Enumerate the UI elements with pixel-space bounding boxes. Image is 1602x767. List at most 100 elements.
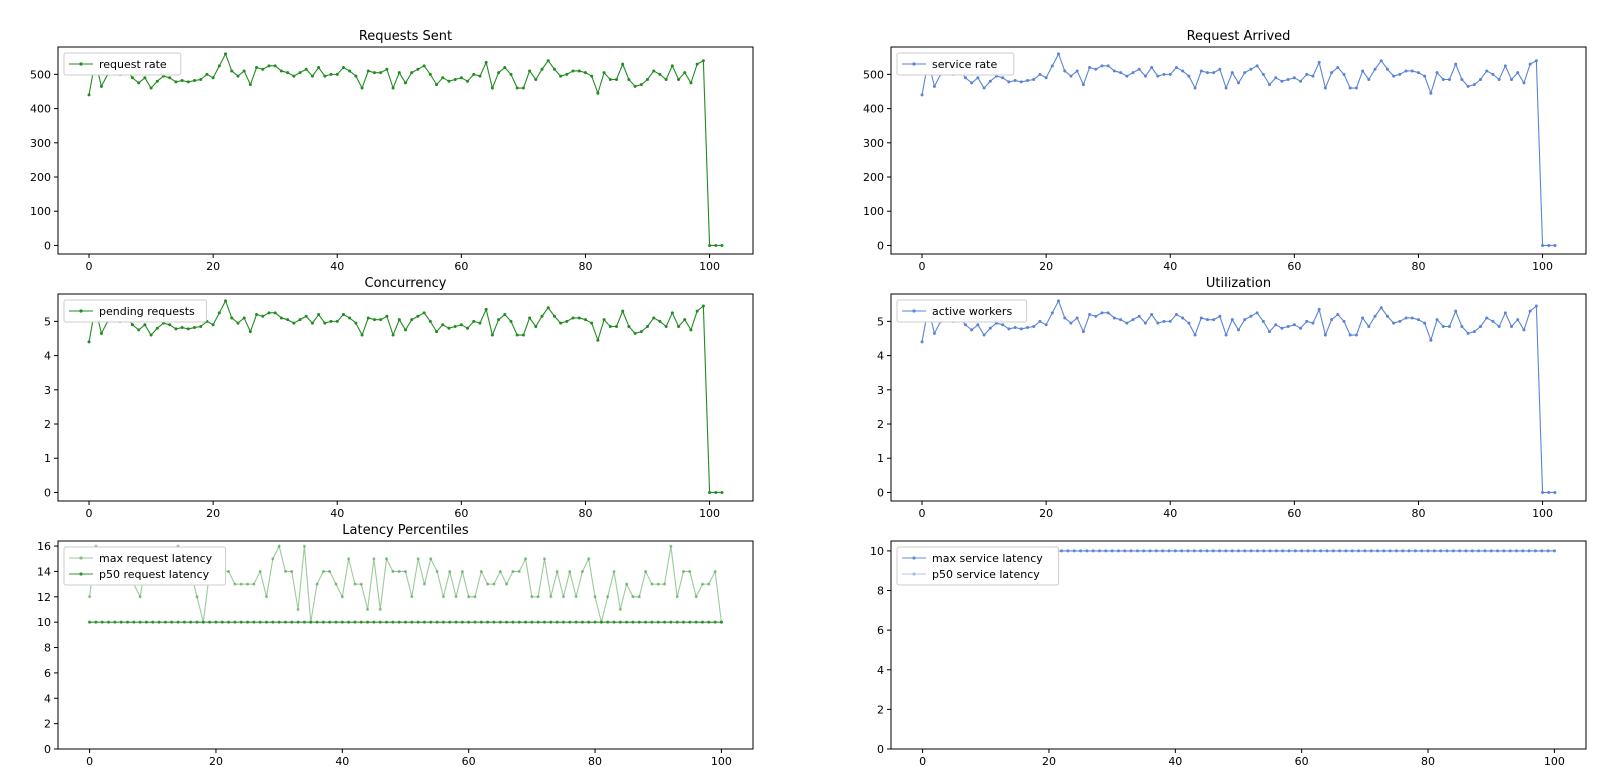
data-point [492, 582, 496, 586]
data-point [323, 74, 327, 78]
x-tick-label: 80 [578, 260, 592, 273]
data-point [1211, 549, 1215, 553]
data-point [1534, 59, 1538, 63]
data-point [1286, 325, 1290, 328]
data-point [1001, 323, 1005, 327]
data-point [1552, 549, 1556, 553]
data-point [149, 333, 153, 337]
data-point [574, 595, 578, 599]
data-point [1376, 549, 1379, 553]
data-point [404, 81, 407, 85]
y-tick-label: 500 [30, 68, 51, 81]
data-point [568, 569, 572, 573]
data-point [255, 313, 259, 317]
data-point [688, 569, 692, 573]
x-tick-label: 0 [919, 260, 926, 273]
x-tick-label: 20 [1039, 260, 1053, 273]
data-point [334, 582, 338, 586]
data-point [1142, 549, 1146, 553]
data-point [1541, 243, 1545, 247]
legend-label: request rate [99, 58, 167, 71]
data-point [1317, 307, 1321, 311]
data-point [1106, 311, 1110, 315]
data-point [176, 620, 180, 624]
data-point [1522, 81, 1526, 85]
data-point [1350, 549, 1354, 553]
data-point [1426, 549, 1430, 553]
data-point [1181, 316, 1185, 320]
data-point [1230, 318, 1234, 322]
x-tick-label: 80 [1411, 260, 1425, 273]
data-point [211, 323, 215, 327]
data-point [460, 569, 464, 573]
data-point [416, 557, 420, 561]
data-point [1420, 549, 1424, 553]
legend-swatch-marker [79, 556, 83, 560]
x-tick-label: 0 [86, 755, 93, 767]
data-point [1470, 549, 1474, 553]
data-point [87, 93, 91, 97]
data-point [988, 79, 992, 83]
data-point [478, 321, 482, 325]
data-point [163, 620, 167, 624]
data-point [719, 620, 723, 624]
data-point [292, 321, 296, 325]
data-point [283, 569, 287, 573]
legend-swatch-marker [912, 309, 916, 313]
data-point [265, 595, 268, 599]
data-point [1224, 333, 1228, 337]
data-point [1106, 64, 1110, 68]
data-point [1342, 319, 1346, 323]
data-point [1148, 549, 1152, 553]
data-point [1162, 319, 1166, 323]
data-point [1057, 52, 1061, 56]
data-point [1287, 549, 1291, 553]
x-tick-label: 80 [1411, 507, 1425, 520]
data-point [1094, 314, 1098, 318]
data-point [663, 620, 667, 624]
data-point [1281, 549, 1285, 553]
data-point [130, 323, 134, 327]
data-point [1413, 549, 1417, 553]
data-point [707, 582, 711, 586]
data-point [1420, 549, 1424, 553]
data-point [1050, 64, 1054, 68]
data-point [473, 595, 477, 599]
data-point [1497, 78, 1501, 81]
data-point [283, 620, 287, 624]
data-point [1363, 549, 1367, 553]
data-point [534, 78, 538, 81]
y-tick-label: 2 [877, 418, 884, 431]
axes-frame [890, 293, 1587, 502]
data-point [1255, 64, 1259, 68]
y-tick-label: 2 [44, 718, 51, 731]
data-point [180, 326, 184, 330]
data-point [1280, 79, 1284, 83]
data-point [290, 569, 294, 573]
data-point [1180, 549, 1184, 553]
data-point [1533, 549, 1537, 553]
data-point [1547, 243, 1551, 247]
data-point [453, 78, 457, 81]
data-point [1552, 549, 1556, 553]
data-point [277, 620, 281, 624]
data-point [652, 69, 656, 73]
data-point [1110, 549, 1114, 553]
data-point [1311, 74, 1315, 78]
data-point [448, 620, 452, 624]
data-point [1112, 69, 1116, 73]
data-point [1075, 69, 1079, 73]
x-tick-label: 100 [699, 260, 720, 273]
data-point [1161, 549, 1165, 553]
data-point [422, 582, 426, 586]
data-point [1451, 549, 1455, 553]
data-point [1081, 83, 1085, 87]
data-point [1460, 325, 1464, 328]
data-point [1066, 549, 1070, 553]
data-point [1528, 309, 1532, 313]
data-point [366, 620, 370, 624]
data-point [277, 544, 281, 548]
chart-title: Requests Sent [359, 29, 452, 44]
data-point [410, 595, 414, 599]
